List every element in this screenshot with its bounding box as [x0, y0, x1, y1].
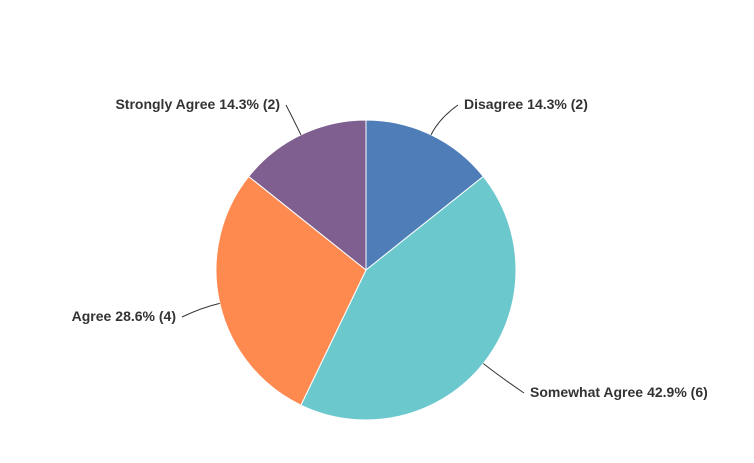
leader-line [285, 104, 302, 136]
slice-label: Somewhat Agree 42.9% (6) [530, 384, 708, 400]
pie-slice [215, 175, 367, 406]
pie-slice [365, 119, 484, 272]
slice-value-label: 28.6% (4) [115, 308, 176, 324]
slice-value-label: 14.3% (2) [527, 96, 588, 112]
leader-line [430, 104, 459, 136]
slice-category: Somewhat Agree [530, 384, 643, 400]
pie-slice [300, 175, 517, 421]
slice-category: Agree [72, 308, 112, 324]
slice-label: Strongly Agree 14.3% (2) [115, 96, 280, 112]
slice-value-label: 42.9% (6) [647, 384, 708, 400]
slice-label: Agree 28.6% (4) [72, 308, 176, 324]
slice-value-label: 14.3% (2) [219, 96, 280, 112]
slice-category: Disagree [464, 96, 523, 112]
pie-slice [248, 119, 367, 272]
slice-label: Disagree 14.3% (2) [464, 96, 588, 112]
leader-line [482, 363, 525, 394]
slice-category: Strongly Agree [115, 96, 215, 112]
leader-line [181, 302, 220, 318]
